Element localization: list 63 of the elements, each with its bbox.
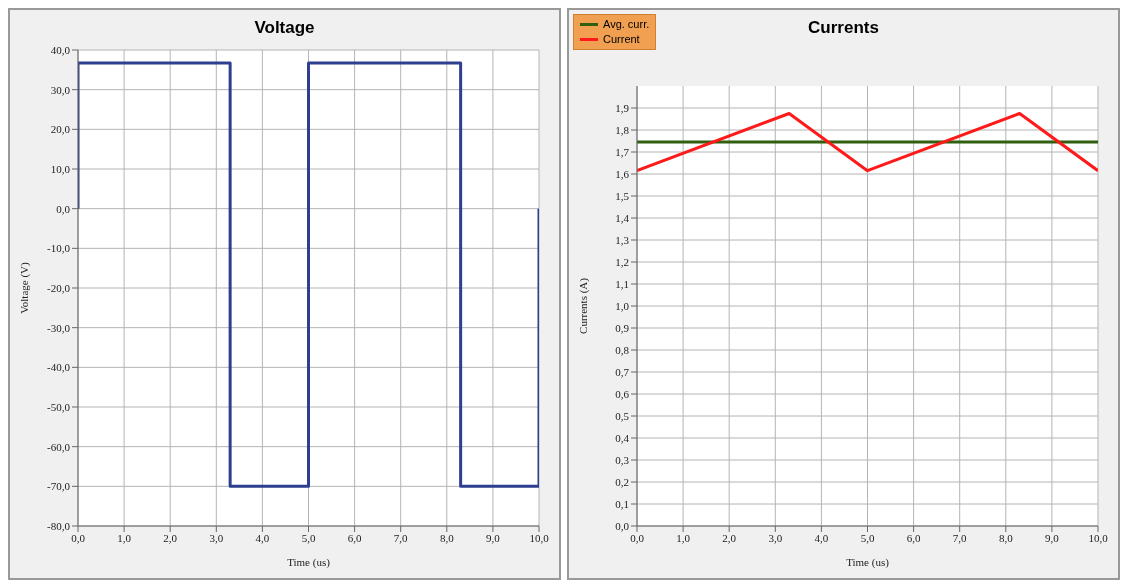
y-tick-label: 0,5 <box>615 409 630 422</box>
y-tick-label: -20,0 <box>47 281 71 294</box>
x-tick-label: 5,0 <box>860 531 875 544</box>
x-tick-label: 10,0 <box>529 531 550 544</box>
y-tick-label: -10,0 <box>47 242 71 255</box>
y-tick-label: 0,3 <box>615 453 630 466</box>
x-tick-label: 4,0 <box>814 531 829 544</box>
x-tick-label: 4,0 <box>255 531 270 544</box>
y-tick-label: -70,0 <box>47 480 71 493</box>
x-tick-label: 6,0 <box>347 531 362 544</box>
y-tick-label: 1,7 <box>615 145 630 158</box>
x-tick-label: 5,0 <box>301 531 316 544</box>
y-tick-label: 0,0 <box>56 202 71 215</box>
y-tick-label: 1,8 <box>615 123 630 136</box>
y-tick-label: -50,0 <box>47 400 71 413</box>
y-tick-label: -60,0 <box>47 440 71 453</box>
y-axis-title: Voltage (V) <box>17 261 31 314</box>
y-tick-label: 1,6 <box>615 167 630 180</box>
x-tick-label: 9,0 <box>1045 531 1060 544</box>
y-tick-label: 1,3 <box>615 233 630 246</box>
x-tick-label: 3,0 <box>768 531 783 544</box>
x-tick-label: 9,0 <box>486 531 501 544</box>
y-tick-label: 1,2 <box>615 255 629 268</box>
x-tick-label: 8,0 <box>439 531 455 544</box>
y-tick-label: 1,0 <box>615 299 630 312</box>
legend-label: Avg. curr. <box>603 17 650 32</box>
y-tick-label: 0,1 <box>615 497 629 510</box>
x-tick-label: 10,0 <box>1088 531 1109 544</box>
y-tick-label: 40,0 <box>50 43 71 56</box>
y-tick-label: 0,7 <box>615 365 630 378</box>
y-tick-label: -30,0 <box>47 321 71 334</box>
y-tick-label: 0,6 <box>615 387 630 400</box>
x-tick-label: 1,0 <box>676 531 691 544</box>
x-tick-label: 7,0 <box>393 531 409 544</box>
y-tick-label: 10,0 <box>50 162 71 175</box>
x-tick-label: 0,0 <box>630 531 645 544</box>
chart-title: Currents <box>808 18 879 37</box>
x-tick-label: 3,0 <box>209 531 224 544</box>
x-tick-label: 8,0 <box>998 531 1014 544</box>
x-tick-label: 6,0 <box>906 531 921 544</box>
x-tick-label: 2,0 <box>722 531 737 544</box>
chart-title: Voltage <box>253 18 316 38</box>
y-tick-label: 0,2 <box>615 475 629 488</box>
y-tick-label: 0,8 <box>615 343 630 356</box>
y-tick-label: -80,0 <box>47 519 71 532</box>
y-tick-label: 1,5 <box>615 189 630 202</box>
y-axis-title: Currents (A) <box>576 277 590 334</box>
y-tick-label: 1,4 <box>615 211 630 224</box>
y-tick-label: 1,9 <box>615 101 630 114</box>
y-tick-label: 1,1 <box>615 277 629 290</box>
x-tick-label: 0,0 <box>71 531 86 544</box>
y-tick-label: 0,4 <box>615 431 630 444</box>
x-tick-label: 1,0 <box>117 531 132 544</box>
legend-label: Current <box>603 32 640 47</box>
y-tick-label: 30,0 <box>50 83 71 96</box>
y-tick-label: 0,9 <box>615 321 630 334</box>
x-tick-label: 2,0 <box>163 531 178 544</box>
y-tick-label: -40,0 <box>47 361 71 374</box>
x-axis-title: Time (us) <box>846 556 890 569</box>
y-tick-label: 0,0 <box>615 519 630 532</box>
y-tick-label: 20,0 <box>50 123 71 136</box>
x-axis-title: Time (us) <box>287 556 331 569</box>
x-tick-label: 7,0 <box>952 531 968 544</box>
